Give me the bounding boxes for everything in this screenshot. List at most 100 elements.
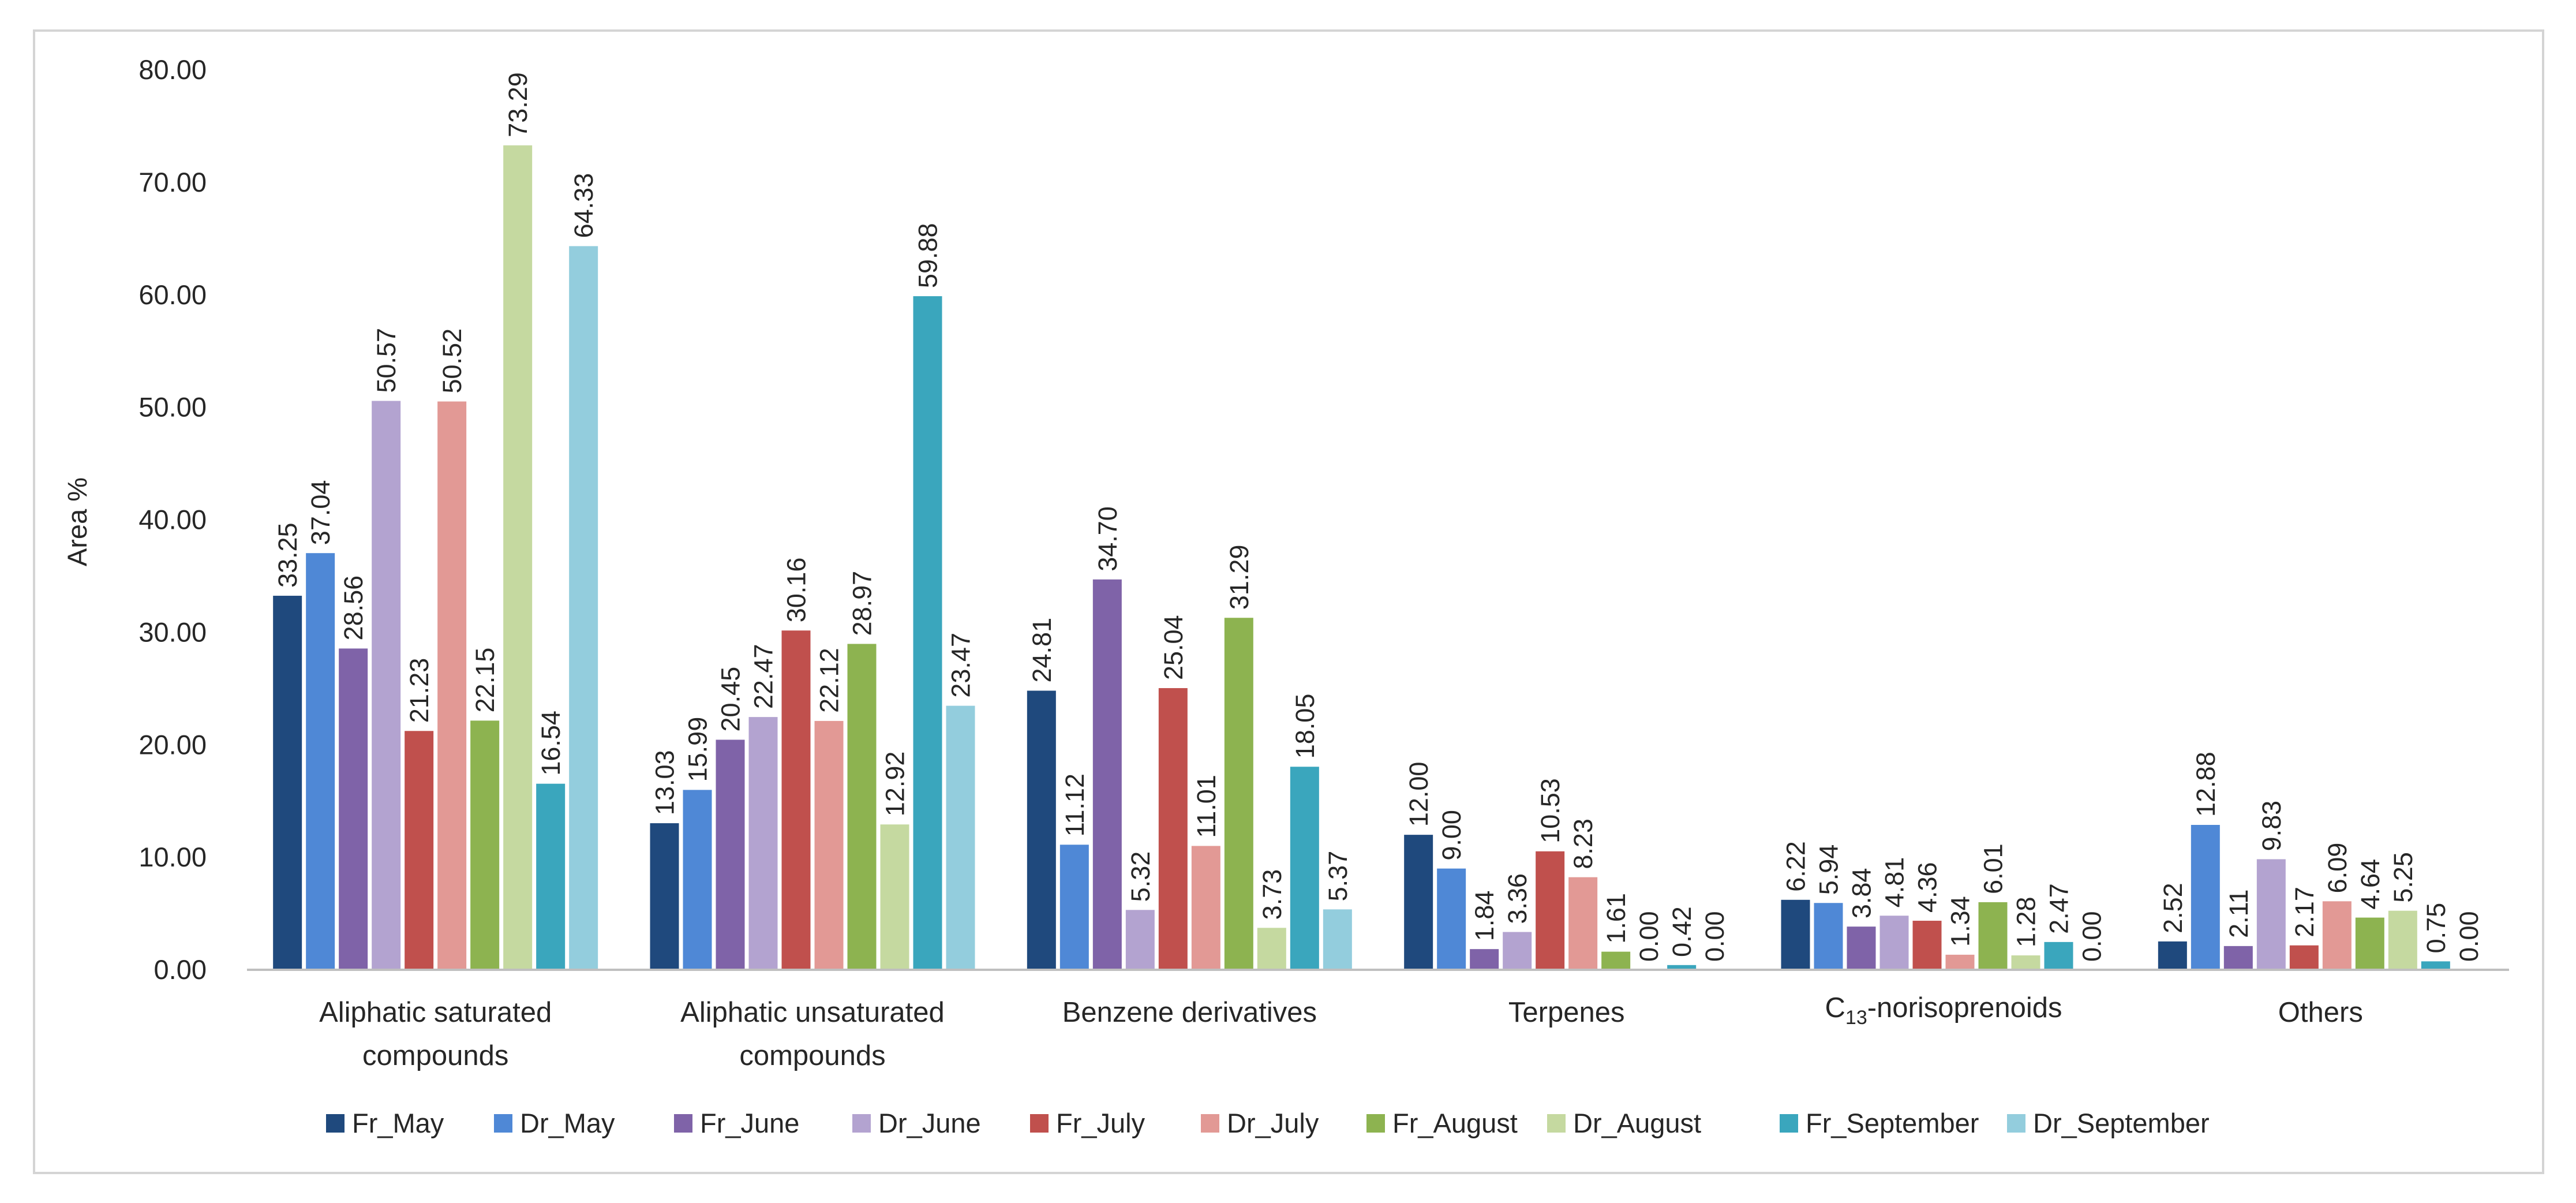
bar bbox=[437, 401, 467, 970]
bar bbox=[913, 296, 942, 970]
legend-label: Fr_July bbox=[1056, 1108, 1145, 1138]
legend-swatch bbox=[2007, 1114, 2025, 1133]
legend-label: Fr_August bbox=[1392, 1108, 1518, 1138]
bar-value-label: 13.03 bbox=[650, 750, 680, 815]
bar-value-label: 0.42 bbox=[1667, 906, 1697, 957]
legend-label: Dr_May bbox=[520, 1108, 615, 1138]
legend: Fr_May Dr_May Fr_June Dr_June Fr_July Dr_July… bbox=[326, 1108, 2210, 1138]
y-tick-label: 10.00 bbox=[138, 842, 207, 872]
bar bbox=[650, 823, 679, 970]
bar-value-label: 1.34 bbox=[1946, 896, 1975, 947]
legend-swatch bbox=[674, 1114, 692, 1133]
bar bbox=[1257, 928, 1286, 970]
bar bbox=[1404, 835, 1433, 970]
bar-value-label: 28.97 bbox=[848, 571, 877, 636]
bar-value-label: 21.23 bbox=[405, 658, 434, 723]
bar-value-label: 64.33 bbox=[569, 173, 598, 238]
bar bbox=[1912, 921, 1942, 970]
bar bbox=[2256, 859, 2286, 970]
category-label: Others bbox=[2278, 997, 2363, 1028]
legend-label: Dr_August bbox=[1573, 1108, 1701, 1138]
bar-value-label: 9.83 bbox=[2257, 801, 2286, 851]
bar bbox=[1224, 618, 1253, 970]
bar bbox=[2421, 961, 2450, 970]
bar-value-label: 0.00 bbox=[1634, 911, 1664, 962]
bar-value-label: 20.45 bbox=[716, 667, 746, 732]
bar-value-label: 3.84 bbox=[1847, 868, 1877, 919]
bar-value-label: 11.01 bbox=[1192, 775, 1221, 838]
bar-value-label: 2.47 bbox=[2045, 883, 2074, 934]
legend-label: Fr_September bbox=[1806, 1108, 1979, 1138]
bar bbox=[569, 246, 598, 970]
bar-value-label: 0.00 bbox=[1700, 911, 1729, 962]
category-labels: Aliphatic saturated compounds Aliphatic un… bbox=[319, 992, 2363, 1071]
bar-value-label: 30.16 bbox=[782, 558, 811, 623]
bar-value-label: 6.01 bbox=[1979, 843, 2008, 894]
bar-value-label: 16.54 bbox=[536, 711, 566, 776]
bar bbox=[2011, 955, 2040, 970]
bar-value-label: 11.12 bbox=[1060, 774, 1089, 836]
bar-value-label: 1.61 bbox=[1601, 893, 1631, 944]
bar bbox=[470, 720, 500, 970]
bar bbox=[1158, 688, 1188, 970]
category-label: Benzene derivatives bbox=[1062, 997, 1317, 1028]
bar-value-label: 12.00 bbox=[1404, 762, 1433, 827]
bar bbox=[1191, 846, 1220, 970]
bar bbox=[1978, 902, 2008, 970]
category-label: compounds bbox=[362, 1040, 508, 1071]
bar bbox=[1781, 899, 1810, 970]
bar bbox=[2044, 942, 2073, 970]
bar-value-label: 25.04 bbox=[1159, 615, 1188, 680]
legend-label: Dr_September bbox=[2033, 1108, 2210, 1138]
bar-value-label: 34.70 bbox=[1093, 506, 1122, 571]
bar bbox=[536, 783, 566, 970]
bar bbox=[1027, 690, 1056, 970]
y-tick-label: 70.00 bbox=[138, 167, 207, 197]
bar bbox=[683, 790, 712, 970]
y-tick-label: 80.00 bbox=[138, 54, 207, 85]
bar-value-label: 8.23 bbox=[1568, 819, 1598, 869]
bar-value-label: 9.00 bbox=[1437, 810, 1466, 861]
bar bbox=[2223, 946, 2253, 970]
category-label: Aliphatic unsaturated bbox=[680, 997, 945, 1028]
bar-value-label: 33.25 bbox=[273, 522, 302, 588]
bar-value-label: 5.32 bbox=[1126, 851, 1155, 902]
bar-value-label: 2.17 bbox=[2290, 887, 2319, 937]
bar-value-label: 22.15 bbox=[470, 648, 500, 713]
y-axis-ticks: 0.00 10.00 20.00 30.00 40.00 50.00 60.00 70.00 8… bbox=[138, 54, 207, 985]
bar bbox=[339, 648, 368, 970]
bar bbox=[946, 705, 975, 970]
bar bbox=[1503, 932, 1532, 970]
bar bbox=[1945, 954, 1975, 970]
bar bbox=[1437, 868, 1466, 970]
bar-value-label: 4.81 bbox=[1880, 857, 1909, 908]
y-tick-label: 40.00 bbox=[138, 505, 207, 535]
legend-swatch bbox=[1366, 1114, 1385, 1133]
bar-value-label: 6.09 bbox=[2323, 843, 2352, 894]
bar bbox=[1568, 877, 1598, 970]
legend-swatch bbox=[326, 1114, 345, 1133]
bar bbox=[880, 824, 909, 970]
legend-swatch bbox=[1201, 1114, 1219, 1133]
bar-value-label: 10.53 bbox=[1536, 778, 1565, 843]
bar-value-label: 28.56 bbox=[339, 576, 368, 641]
bar bbox=[2289, 945, 2319, 970]
category-label: compounds bbox=[739, 1040, 885, 1071]
y-axis-title: Area % bbox=[62, 477, 92, 566]
category-label: Terpenes bbox=[1508, 997, 1625, 1028]
bar bbox=[1290, 767, 1319, 970]
bar bbox=[814, 720, 844, 970]
y-tick-label: 50.00 bbox=[138, 392, 207, 423]
bar bbox=[2191, 825, 2220, 970]
bar-value-label: 73.29 bbox=[503, 72, 533, 137]
bar-value-label: 4.64 bbox=[2356, 859, 2385, 910]
category-label-part: C bbox=[1825, 992, 1845, 1023]
bar bbox=[1847, 926, 1876, 970]
bar bbox=[1879, 916, 1909, 970]
bar-value-label: 22.12 bbox=[815, 648, 844, 713]
bar-value-label: 1.84 bbox=[1470, 891, 1499, 942]
y-tick-label: 60.00 bbox=[138, 279, 207, 310]
legend-swatch bbox=[1547, 1114, 1566, 1133]
legend-label: Fr_June bbox=[700, 1108, 799, 1138]
